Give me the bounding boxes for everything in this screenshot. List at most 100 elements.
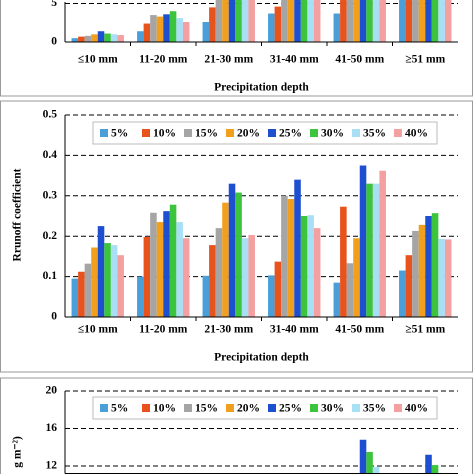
bars <box>71 165 452 317</box>
y-tick-label: 16 <box>46 422 58 434</box>
bar <box>228 0 236 42</box>
y-tick-label: 20 <box>46 385 58 397</box>
bar <box>176 222 183 317</box>
legend-label: 5% <box>111 128 128 140</box>
bar <box>399 270 406 317</box>
legend-box <box>92 121 438 145</box>
bar <box>143 237 151 317</box>
bar <box>444 239 452 317</box>
bar <box>78 36 85 42</box>
bar <box>176 18 183 42</box>
bar <box>353 238 360 317</box>
bar <box>202 22 210 42</box>
legend-label: 30% <box>321 403 344 415</box>
bar <box>431 0 439 42</box>
bar <box>156 222 164 317</box>
bar <box>359 0 367 42</box>
bar <box>333 13 341 42</box>
bar <box>405 0 413 42</box>
bar <box>346 0 354 42</box>
legend-swatch <box>226 404 234 412</box>
legend-swatch <box>142 404 150 412</box>
legend-swatch <box>352 404 360 412</box>
bar <box>163 14 170 42</box>
bar <box>359 165 367 317</box>
x-tick-label: ≥51 mm <box>405 54 445 66</box>
bar <box>425 454 432 474</box>
legend-label: 20% <box>237 403 260 415</box>
bars <box>359 439 439 474</box>
bar <box>268 275 275 317</box>
bar <box>379 170 386 317</box>
y-tick-label: 0.4 <box>43 149 58 161</box>
bar <box>372 183 380 317</box>
bar <box>110 34 118 42</box>
legend-label: 35% <box>363 128 386 140</box>
bar <box>287 0 295 42</box>
bar <box>169 204 177 317</box>
bar <box>294 0 301 42</box>
bar <box>215 0 223 42</box>
x-tick-label: ≤10 mm <box>78 54 118 66</box>
bar <box>300 0 308 42</box>
bar <box>418 224 426 317</box>
bar <box>117 255 124 317</box>
bar <box>222 0 229 42</box>
bar <box>91 247 98 317</box>
bar <box>228 183 236 317</box>
bar <box>431 465 439 474</box>
bar <box>150 212 157 317</box>
y-axis-title: g m⁻²) <box>12 436 24 468</box>
y-axis-title: Rrunoff coefficient <box>12 168 24 261</box>
bar <box>281 195 288 317</box>
bar <box>274 261 282 317</box>
legend-swatch <box>268 129 276 137</box>
bar <box>235 192 242 317</box>
legend-swatch <box>100 404 108 412</box>
bar <box>412 0 419 42</box>
bar <box>379 0 386 42</box>
bar <box>215 228 223 317</box>
bar <box>438 0 445 42</box>
legend-swatch <box>352 129 360 137</box>
bar <box>169 11 177 42</box>
legend-label: 40% <box>405 403 428 415</box>
bar <box>97 226 105 317</box>
panel-border <box>0 100 473 373</box>
bar <box>405 255 413 317</box>
y-tick-label: 0.1 <box>43 270 58 282</box>
bar <box>71 278 79 317</box>
x-tick-label: 41-50 mm <box>335 54 384 66</box>
bar <box>202 275 210 317</box>
x-tick-label: 41-50 mm <box>335 324 384 336</box>
bar <box>366 183 373 317</box>
y-tick-label: 0.5 <box>43 109 58 121</box>
bar <box>294 179 301 317</box>
bar <box>104 33 111 42</box>
legend-swatch <box>268 404 276 412</box>
legend-swatch <box>226 129 234 137</box>
bar <box>359 439 367 474</box>
bar <box>372 466 380 474</box>
bar <box>340 206 347 317</box>
bar <box>444 0 452 42</box>
bar <box>333 282 341 317</box>
legend-swatch <box>310 404 318 412</box>
bar <box>78 271 85 317</box>
bar <box>241 238 249 317</box>
bar <box>241 0 249 42</box>
bar <box>425 0 432 42</box>
y-tick-label: 0 <box>51 36 57 48</box>
bar <box>425 216 432 317</box>
legend-box <box>92 396 438 420</box>
y-tick-label: 0.2 <box>43 230 58 242</box>
legend-swatch <box>184 129 192 137</box>
bar <box>366 0 373 42</box>
bar <box>248 0 255 42</box>
legend-swatch <box>184 404 192 412</box>
y-tick-label: 12 <box>46 460 58 472</box>
bar <box>104 243 111 317</box>
bar <box>431 213 439 317</box>
legend-label: 30% <box>321 128 344 140</box>
legend-swatch <box>394 404 402 412</box>
